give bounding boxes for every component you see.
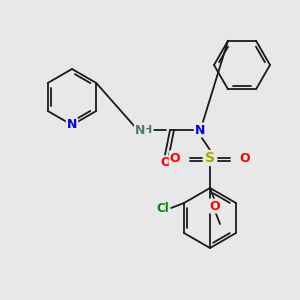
- Text: O: O: [161, 157, 171, 169]
- Text: O: O: [170, 152, 180, 164]
- Text: H: H: [143, 125, 153, 135]
- Text: N: N: [135, 124, 145, 136]
- Text: S: S: [205, 151, 215, 165]
- Text: N: N: [67, 118, 77, 131]
- Text: O: O: [240, 152, 250, 164]
- Text: N: N: [195, 124, 205, 136]
- Text: Cl: Cl: [157, 202, 169, 214]
- Text: O: O: [210, 200, 220, 212]
